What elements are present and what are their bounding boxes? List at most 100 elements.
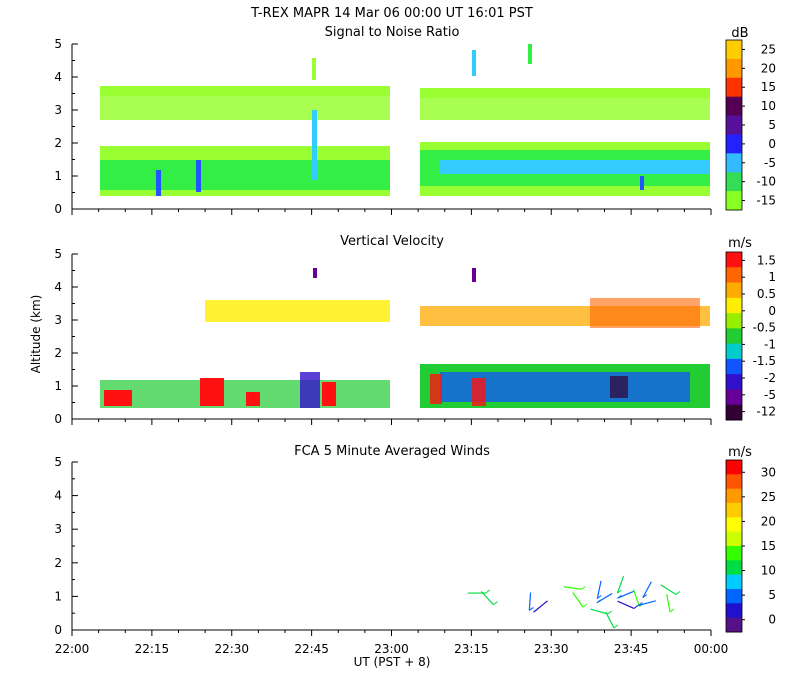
snr-streak-3 [312, 110, 317, 180]
colorbar-swatch [726, 58, 742, 79]
wind-barb [605, 611, 615, 629]
wind-barb [563, 586, 582, 590]
x-tick-label: 00:00 [694, 642, 729, 656]
colorbar-swatch [726, 589, 742, 604]
colorbar-swatch [726, 134, 742, 154]
wind-barb-flag [533, 608, 538, 613]
wind-barb-flag [581, 585, 586, 590]
wind-barb [572, 592, 584, 608]
colorbar-swatch [726, 546, 742, 561]
wind-barb [642, 581, 652, 598]
wind-barb-flag [597, 595, 602, 599]
vv-patch-1 [104, 390, 132, 406]
colorbar-swatch [726, 172, 742, 192]
colorbar-swatch [726, 343, 742, 360]
colorbar-label: 10 [761, 99, 776, 113]
y-tick-label: 4 [54, 70, 62, 84]
wind-barb-flag [607, 610, 613, 615]
wind-barb [660, 584, 677, 595]
colorbar-label: 25 [761, 42, 776, 56]
colorbar-swatch [726, 488, 742, 504]
x-tick-label: 23:00 [374, 642, 409, 656]
x-tick-label: 22:00 [55, 642, 90, 656]
colorbar-swatch [726, 389, 742, 406]
y-tick-label: 4 [54, 280, 62, 294]
colorbar-label: -5 [764, 388, 776, 402]
colorbar-label: 30 [761, 465, 776, 479]
wind-barbs [467, 575, 681, 629]
snr-layer-mid-a [100, 96, 390, 120]
vv-patch-4 [322, 382, 336, 406]
vv-layer-upper-c [590, 298, 700, 328]
snr-panel: Signal to Noise Ratio 0 1 2 3 4 5 25 20 15 10 5 0 -… [54, 25, 776, 216]
colorbar-swatch [726, 503, 742, 518]
colorbar-label: -2 [764, 371, 776, 385]
velocity-axes: 0 1 2 3 4 5 [54, 247, 712, 426]
wind-barb-flag [493, 601, 498, 606]
y-axis-label: Altitude (km) [29, 295, 43, 374]
colorbar-swatch [726, 474, 742, 490]
colorbar-label: 1 [768, 270, 776, 284]
vv-patch-3 [246, 392, 260, 406]
colorbar-label: -0.5 [753, 321, 776, 335]
x-tick-label: 23:15 [454, 642, 489, 656]
snr-streak-2 [196, 160, 201, 192]
vv-layer-upper-a [205, 300, 390, 322]
snr-streak-6 [312, 58, 316, 80]
x-axis-label: UT (PST + 8) [354, 655, 431, 669]
colorbar-label: 20 [761, 514, 776, 528]
velocity-title: Vertical Velocity [340, 234, 444, 249]
snr-colorbar: 25 20 15 10 5 0 -5 -10 -15 [725, 39, 776, 211]
y-tick-label: 2 [54, 136, 62, 150]
velocity-panel: Vertical Velocity Altitude (km) 0 1 2 3 4 5 1… [29, 234, 776, 426]
colorbar-label: 5 [768, 588, 776, 602]
vv-layer-low-a [100, 380, 390, 408]
y-tick-label: 3 [54, 313, 62, 327]
winds-panel: FCA 5 Minute Averaged Winds 0 1 2 3 4 5 22:00 2… [54, 444, 776, 669]
snr-colorbar-unit: dB [731, 26, 748, 41]
colorbar-swatch [726, 191, 742, 211]
y-tick-label: 1 [54, 169, 62, 183]
wind-barb [596, 580, 602, 599]
wind-barb-flag [669, 608, 675, 613]
y-tick-label: 3 [54, 522, 62, 536]
colorbar-swatch [726, 252, 742, 268]
x-tick-label: 23:45 [614, 642, 649, 656]
wind-barb-flag [582, 603, 588, 608]
wind-barb [617, 590, 635, 599]
velocity-field [100, 268, 710, 408]
wind-barb-flag [617, 589, 622, 594]
y-tick-label: 4 [54, 489, 62, 503]
y-tick-label: 0 [54, 412, 62, 426]
colorbar-swatch [726, 297, 742, 314]
colorbar-frame [725, 251, 743, 421]
snr-field [100, 44, 710, 196]
snr-streak-5 [528, 44, 532, 64]
wind-barb-flag [529, 607, 534, 611]
y-tick-label: 5 [54, 455, 62, 469]
colorbar-swatch [726, 96, 742, 117]
vv-patch-10 [472, 268, 476, 282]
vv-patch-8 [610, 376, 628, 398]
colorbar-label: -10 [756, 175, 776, 189]
y-tick-label: 0 [54, 202, 62, 216]
colorbar-label: 5 [768, 118, 776, 132]
winds-colorbar: 30 25 20 15 10 5 0 [725, 459, 776, 633]
vv-patch-6 [430, 374, 442, 404]
vv-patch-7 [472, 378, 486, 406]
wind-barb-flag [596, 599, 602, 604]
colorbar-swatch [726, 40, 742, 60]
colorbar-label: 10 [761, 564, 776, 578]
wind-barb [590, 608, 608, 615]
wind-barb [616, 575, 625, 594]
colorbar-swatch [726, 404, 742, 421]
colorbar-swatch [726, 358, 742, 375]
x-tick-label: 22:15 [135, 642, 170, 656]
wind-barb [528, 592, 532, 611]
velocity-colorbar-unit: m/s [728, 236, 752, 251]
wind-barb-flag [633, 605, 639, 609]
colorbar-label: 25 [761, 490, 776, 504]
y-tick-label: 5 [54, 37, 62, 51]
wind-barb-flag [638, 602, 643, 606]
